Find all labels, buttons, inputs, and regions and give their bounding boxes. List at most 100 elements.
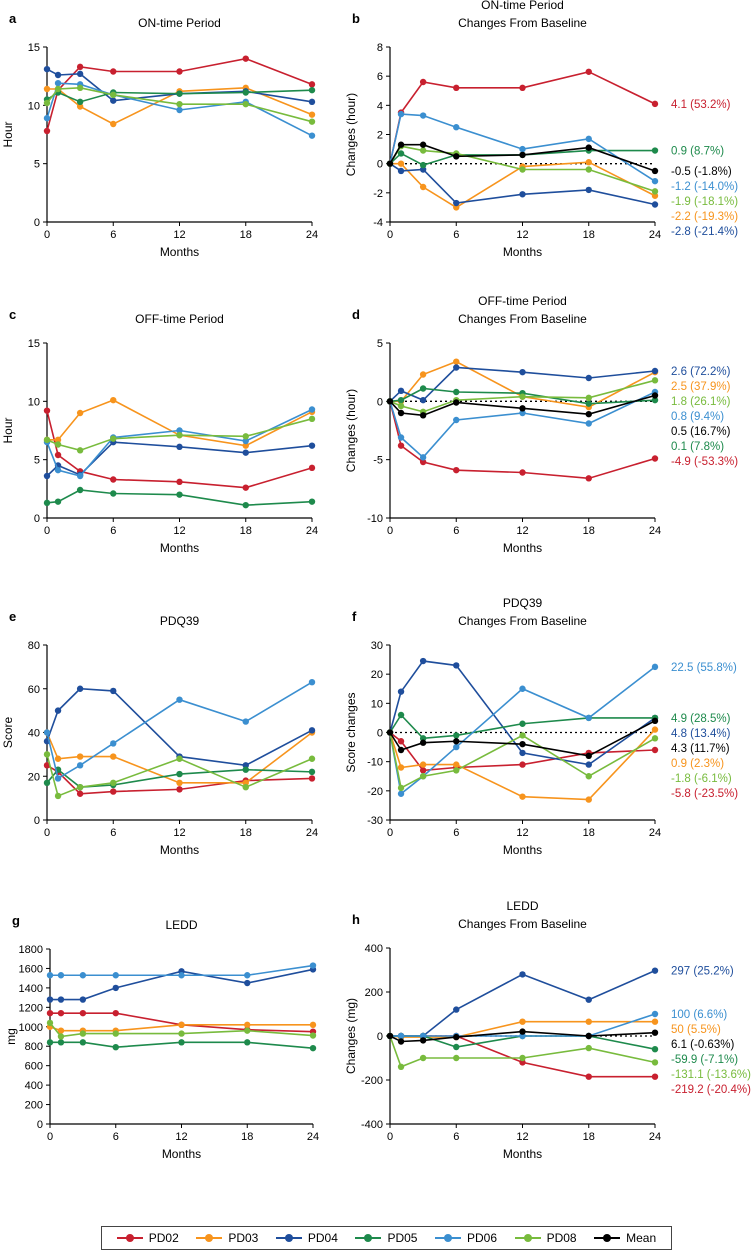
legend-swatch: [594, 1232, 621, 1244]
data-point-pd05: [43, 499, 51, 507]
data-point-pd06: [244, 972, 251, 979]
data-point-pd02: [585, 68, 592, 75]
data-point-pd06: [519, 145, 526, 153]
end-value-label: -2.8 (-21.4%): [671, 226, 738, 238]
x-tick-label: 12: [173, 827, 185, 839]
y-tick-label: 20: [371, 669, 383, 681]
data-point-pd04: [585, 761, 592, 768]
data-point-pd06: [397, 434, 405, 441]
data-point-pd03: [419, 183, 427, 191]
data-point-pd02: [43, 762, 51, 769]
series-line-pd03: [390, 360, 656, 408]
data-point-pd06: [519, 409, 526, 417]
data-point-pd05: [308, 86, 316, 94]
panel-letter: c: [9, 307, 16, 322]
data-point-pd06: [651, 1010, 659, 1018]
end-value-label: 4.3 (11.7%): [671, 743, 730, 755]
data-point-pd02: [76, 63, 84, 71]
legend-item-pd02: PD02: [116, 1231, 179, 1245]
end-value-label: -5.8 (-23.5%): [671, 788, 738, 800]
data-point-pd03: [651, 726, 659, 733]
y-tick-label: 5: [34, 455, 40, 467]
x-tick-label: 18: [240, 525, 252, 537]
data-point-pd06: [651, 177, 659, 185]
legend-label: PD06: [467, 1231, 498, 1245]
y-tick-label: 600: [25, 1061, 43, 1073]
data-point-pd02: [43, 127, 51, 135]
data-point-pd08: [242, 783, 249, 791]
end-value-label: -2.2 (-19.3%): [671, 211, 738, 223]
x-tick-label: 0: [47, 1131, 53, 1143]
data-point-pd03: [651, 1018, 659, 1025]
data-point-pd02: [176, 68, 183, 75]
end-value-label: 2.6 (72.2%): [671, 366, 731, 378]
data-point-pd06: [43, 729, 51, 736]
x-axis-label: Months: [162, 1147, 201, 1161]
data-point-pd03: [54, 436, 62, 444]
x-tick-label: 6: [110, 229, 116, 241]
data-point-pd08: [176, 100, 183, 108]
data-point-pd03: [110, 120, 117, 128]
x-axis-label: Months: [503, 245, 542, 259]
data-point-pd05: [651, 147, 659, 154]
data-point-pd03: [419, 761, 427, 768]
data-point-pd08: [176, 755, 183, 762]
x-axis-label: Months: [503, 541, 542, 555]
data-point-pd02: [308, 464, 316, 472]
data-point-pd03: [178, 1021, 185, 1029]
x-axis-label: Months: [160, 245, 199, 259]
data-point-pd02: [110, 788, 117, 795]
y-tick-label: 20: [28, 771, 40, 783]
end-value-label: 4.9 (28.5%): [671, 713, 731, 725]
legend-swatch: [514, 1232, 541, 1244]
data-point-pd02: [79, 1009, 87, 1017]
data-point-pd06: [453, 416, 460, 424]
x-tick-label: 12: [173, 229, 185, 241]
data-point-pd08: [519, 732, 526, 739]
y-axis-label: Hour: [1, 417, 15, 443]
data-point-pd03: [397, 160, 405, 167]
data-point-pd04: [54, 707, 62, 714]
y-axis-label: Changes (mg): [344, 998, 358, 1074]
data-point-pd02: [419, 78, 427, 86]
data-point-pd08: [585, 394, 592, 402]
data-point-pd05: [46, 1039, 54, 1046]
panel-a: a ON-time Period 0 5 10 15 0 6 12 18 24 Months Hour: [1, 11, 318, 259]
x-axis-label: Months: [160, 541, 199, 555]
data-point-pd08: [110, 779, 117, 787]
data-point-pd08: [419, 147, 427, 154]
data-point-pd02: [176, 478, 183, 486]
y-tick-label: -10: [367, 757, 383, 769]
data-point-mean: [397, 746, 405, 754]
data-point-pd04: [176, 443, 183, 451]
y-tick-label: 80: [28, 640, 40, 652]
legend-swatch: [435, 1232, 462, 1244]
data-point-pd06: [54, 466, 62, 474]
x-tick-label: 12: [516, 229, 528, 241]
data-point-pd08: [242, 100, 249, 108]
data-point-pd06: [585, 420, 592, 427]
x-tick-label: 0: [387, 1131, 393, 1143]
x-tick-label: 18: [583, 525, 595, 537]
panel-c: c OFF-time Period 0 5 10 15 0 6 12 18 24 Months Hour: [1, 307, 318, 555]
chart-title: PDQ39: [503, 596, 543, 610]
y-tick-label: 0: [377, 159, 383, 171]
data-point-pd05: [54, 498, 62, 505]
data-point-pd02: [176, 786, 183, 793]
chart-title: PDQ39: [160, 614, 200, 628]
data-point-pd05: [176, 491, 183, 498]
chart-title: LEDD: [506, 899, 538, 913]
data-point-pd04: [79, 996, 87, 1003]
panel-g: g LEDD 0 200 400 600 800 1000 1200 1400 1600 1800 0 6…: [4, 913, 319, 1161]
end-value-label: 0.9 (2.3%): [671, 758, 724, 770]
legend-swatch: [355, 1232, 382, 1244]
data-point-pd04: [110, 687, 117, 695]
data-point-mean: [419, 141, 427, 148]
legend-item-pd08: PD08: [514, 1231, 577, 1245]
data-point-pd05: [397, 711, 405, 719]
y-tick-label: 40: [28, 728, 40, 740]
data-point-pd06: [519, 1032, 526, 1040]
legend-swatch: [196, 1232, 223, 1244]
y-tick-label: 0: [377, 396, 383, 408]
